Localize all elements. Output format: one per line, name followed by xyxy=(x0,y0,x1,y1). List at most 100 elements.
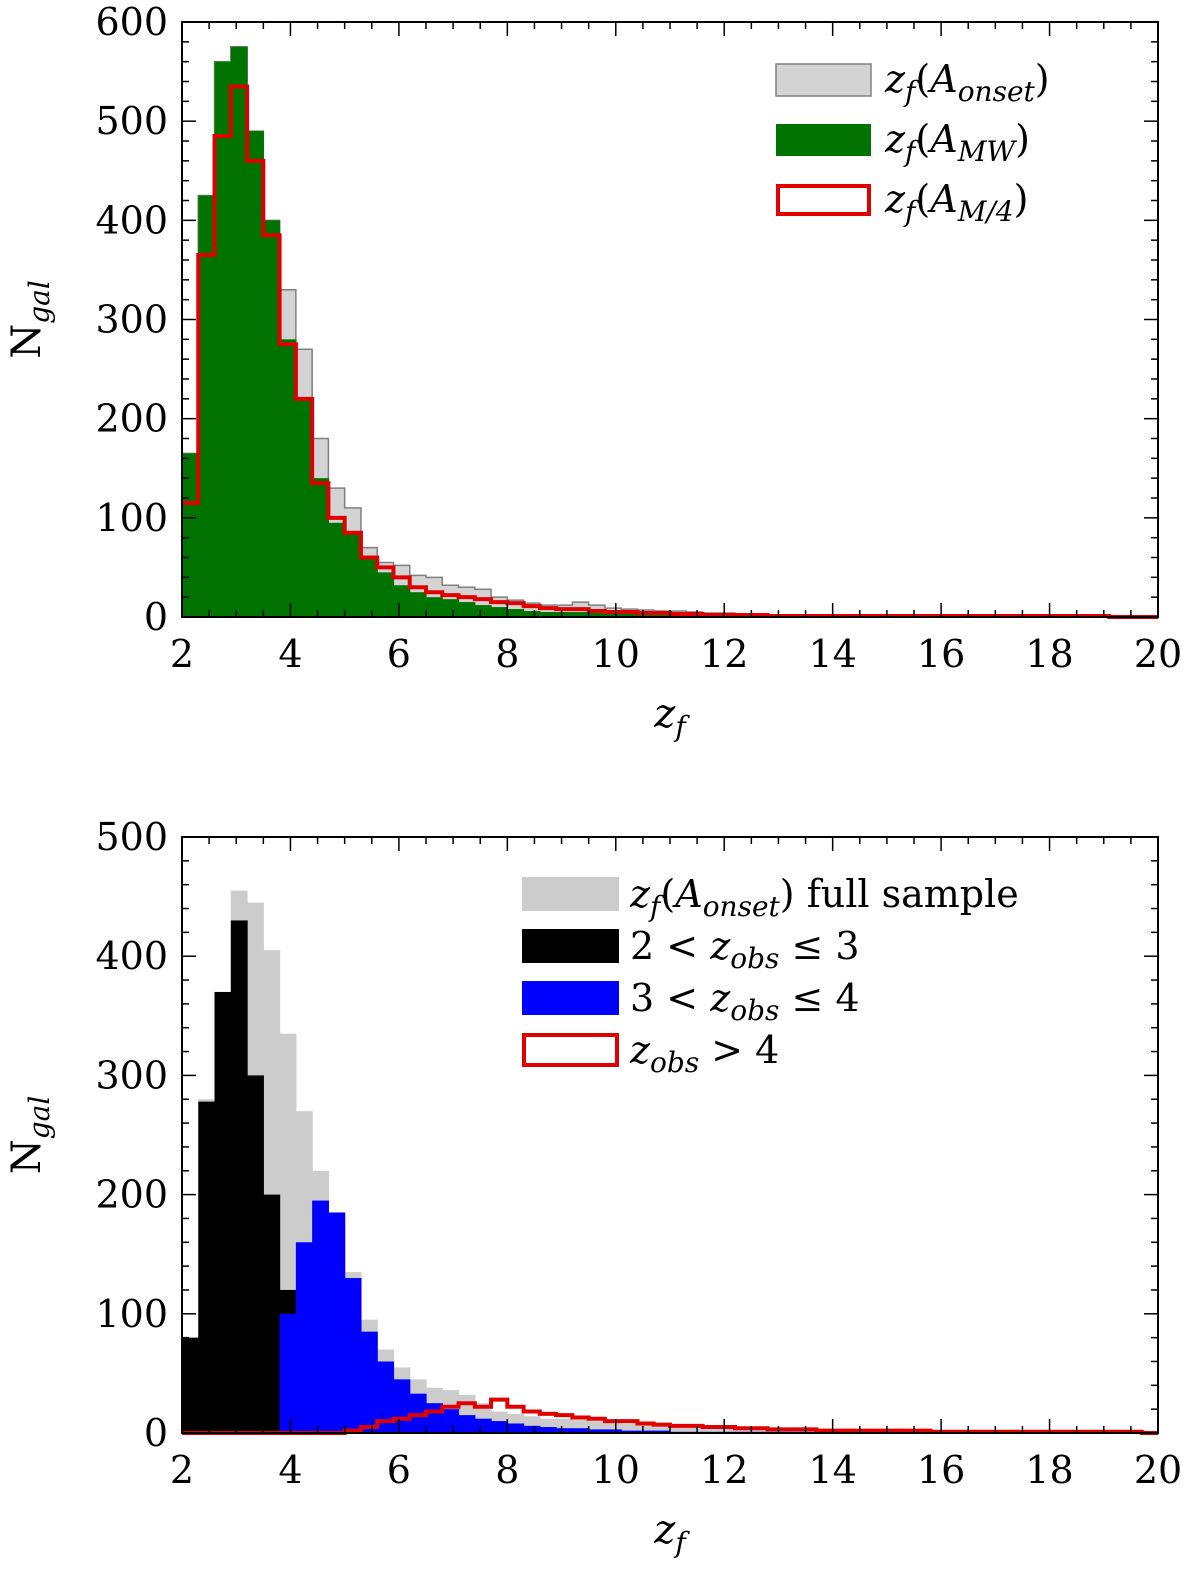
x-tick-label: 10 xyxy=(592,1448,640,1492)
histogram-bar xyxy=(572,1428,590,1433)
histogram-bar xyxy=(230,920,248,1433)
x-tick-label: 14 xyxy=(808,632,856,676)
histogram-bar xyxy=(230,46,248,617)
histogram-bar xyxy=(328,1212,346,1433)
legend-swatch xyxy=(522,1033,619,1067)
x-tick-label: 14 xyxy=(808,1448,856,1492)
histogram-bar xyxy=(377,1361,395,1433)
histogram-bar xyxy=(604,1422,622,1433)
y-tick-label: 100 xyxy=(95,496,168,540)
histogram-bar xyxy=(182,453,199,617)
histogram-bar xyxy=(735,1429,752,1433)
y-tick-label: 400 xyxy=(95,198,168,242)
legend-swatch xyxy=(522,929,619,963)
histogram-bar xyxy=(393,1379,411,1433)
histogram-bar xyxy=(263,220,281,618)
histogram-bar xyxy=(214,991,232,1433)
y-tick-label: 200 xyxy=(95,397,168,441)
histogram-bar xyxy=(474,605,492,617)
histogram-bar xyxy=(653,1425,671,1433)
histogram-bar xyxy=(377,572,395,617)
histogram-bar xyxy=(360,1331,378,1433)
y-tick-label: 0 xyxy=(144,595,168,639)
histogram-bar xyxy=(458,602,476,617)
histogram-bar xyxy=(751,1429,769,1433)
histogram-bar xyxy=(409,592,427,617)
legend-label: zf(Aonset) full sample xyxy=(629,872,1019,923)
y-tick-label: 500 xyxy=(95,815,168,859)
histogram-bar xyxy=(556,1428,573,1433)
histogram-bar xyxy=(718,1428,736,1433)
x-tick-label: 20 xyxy=(1134,1448,1182,1492)
x-tick-label: 8 xyxy=(495,632,519,676)
histogram-bar xyxy=(637,1430,655,1433)
x-tick-label: 16 xyxy=(917,1448,965,1492)
histogram-bar xyxy=(670,1427,687,1433)
histogram-bar xyxy=(214,61,232,617)
panel-1: 2 4 6 8 10 12 14 16 18 200100200300400500600zfNga… xyxy=(4,0,1182,743)
histogram-bar xyxy=(507,609,525,617)
y-tick-label: 0 xyxy=(144,1411,168,1455)
y-tick-label: 100 xyxy=(95,1292,168,1336)
histogram-bar xyxy=(198,195,216,617)
histogram-bar xyxy=(572,612,590,617)
histogram-bar xyxy=(621,1430,639,1433)
histogram-bar xyxy=(344,532,362,617)
legend-label: zf(AMW) xyxy=(884,117,1030,168)
histogram-bar xyxy=(312,1200,329,1433)
histogram-bar xyxy=(312,478,329,617)
y-axis-label: Ngal xyxy=(4,1096,56,1175)
histogram-bar xyxy=(344,1278,362,1433)
y-tick-label: 600 xyxy=(95,0,168,44)
panel-2: 2 4 6 8 10 12 14 16 18 200100200300400500zfNgalzf… xyxy=(4,815,1182,1559)
histogram-bar xyxy=(279,1313,297,1433)
x-tick-label: 2 xyxy=(170,1448,194,1492)
series-3 xyxy=(279,1200,883,1433)
histogram-bar xyxy=(491,1421,508,1433)
histogram-bar xyxy=(604,614,622,617)
histogram-bar xyxy=(702,1428,720,1433)
y-tick-label: 300 xyxy=(95,298,168,342)
legend-swatch xyxy=(776,184,871,216)
legend-swatch xyxy=(775,63,872,97)
x-tick-label: 18 xyxy=(1025,632,1073,676)
legend-label: 3 < zobs ≤ 4 xyxy=(630,976,860,1027)
histogram-bar xyxy=(539,605,557,617)
x-tick-label: 20 xyxy=(1134,632,1182,676)
series-2 xyxy=(182,46,866,618)
histogram-bar xyxy=(474,1418,492,1433)
histogram-bar xyxy=(539,1427,557,1433)
histogram-bar xyxy=(442,599,460,617)
x-axis-label: zf xyxy=(653,691,690,743)
histogram-bar xyxy=(393,585,411,617)
histogram-bar xyxy=(458,1415,476,1433)
x-tick-label: 18 xyxy=(1025,1448,1073,1492)
histogram-bar xyxy=(507,1423,525,1433)
histogram-bar xyxy=(263,1194,281,1433)
histogram-bar xyxy=(588,613,606,617)
legend-label: zobs > 4 xyxy=(629,1028,779,1079)
histogram-bar xyxy=(491,607,508,617)
x-tick-label: 6 xyxy=(387,1448,411,1492)
legend-swatch xyxy=(522,981,619,1015)
x-tick-label: 4 xyxy=(278,632,302,676)
x-tick-label: 2 xyxy=(170,632,194,676)
histogram-bar xyxy=(686,1427,704,1433)
histogram-bar xyxy=(523,1425,541,1433)
histogram-bar xyxy=(360,559,378,617)
histogram-bar xyxy=(279,339,297,617)
histogram-bar xyxy=(198,1101,216,1433)
y-tick-label: 300 xyxy=(95,1053,168,1097)
x-tick-label: 8 xyxy=(495,1448,519,1492)
x-tick-label: 6 xyxy=(387,632,411,676)
histogram-bar xyxy=(295,1242,313,1433)
histogram-bar xyxy=(442,1409,460,1433)
y-axis-label: Ngal xyxy=(4,280,56,359)
x-tick-label: 12 xyxy=(700,1448,748,1492)
histogram-bar xyxy=(653,1430,671,1433)
y-tick-label: 200 xyxy=(95,1173,168,1217)
x-tick-label: 16 xyxy=(917,632,965,676)
histogram-bar xyxy=(426,597,443,617)
legend-swatch xyxy=(776,124,871,156)
